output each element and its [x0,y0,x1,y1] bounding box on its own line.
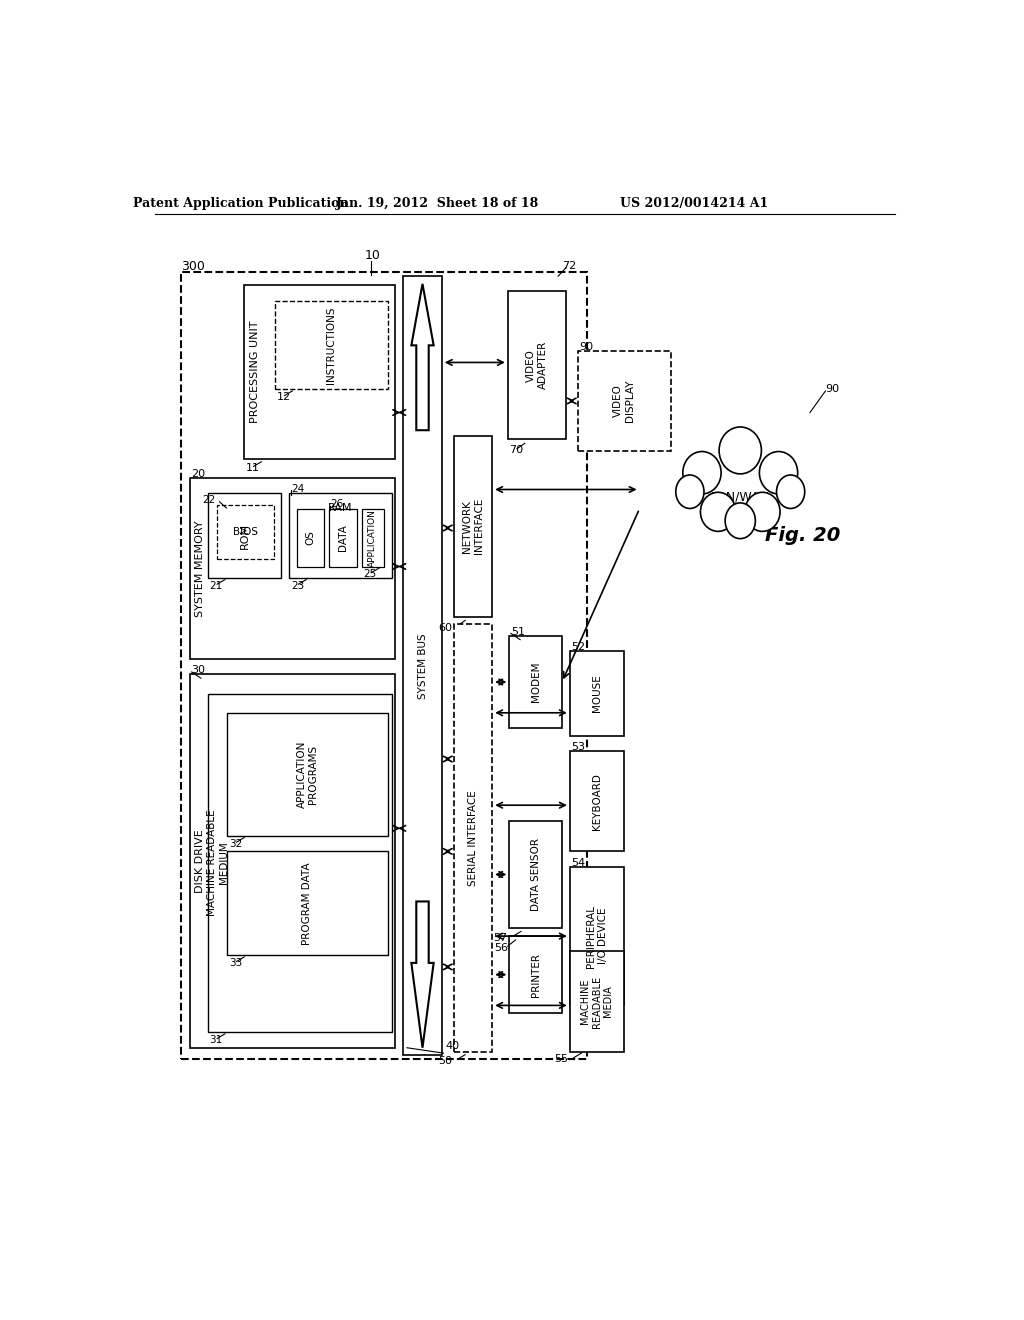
Text: PRINTER: PRINTER [530,953,541,997]
Text: 33: 33 [228,958,242,968]
Bar [245,285,395,459]
Bar [454,436,493,616]
Bar [208,494,282,578]
Text: 70: 70 [509,445,523,455]
Bar [403,276,442,1056]
Bar [569,751,624,851]
Text: 31: 31 [209,1035,222,1045]
Text: Jan. 19, 2012  Sheet 18 of 18: Jan. 19, 2012 Sheet 18 of 18 [336,197,540,210]
Text: SYSTEM MEMORY: SYSTEM MEMORY [196,520,205,616]
Text: OS: OS [305,531,315,545]
Text: 11: 11 [246,463,260,473]
Text: 22: 22 [203,495,216,506]
Bar [508,290,566,440]
Text: LAN/WAN: LAN/WAN [711,491,770,504]
Polygon shape [412,902,433,1048]
Text: 53: 53 [571,742,586,752]
Text: 72: 72 [562,261,577,271]
Ellipse shape [719,426,762,474]
Text: 32: 32 [228,838,242,849]
Text: BIOS: BIOS [232,527,258,537]
Text: APPLICATION
PROGRAMS: APPLICATION PROGRAMS [297,741,318,808]
Text: 90: 90 [579,342,593,352]
Text: MODEM: MODEM [530,661,541,702]
Text: MACHINE READABLE
MEDIUM: MACHINE READABLE MEDIUM [207,809,228,916]
Text: 10: 10 [365,249,380,261]
Ellipse shape [776,475,805,508]
Text: MOUSE: MOUSE [592,675,602,713]
Text: 23: 23 [291,581,304,591]
Ellipse shape [683,451,721,494]
Bar [227,713,388,836]
Text: 21: 21 [209,581,222,591]
Text: 50: 50 [438,1056,452,1065]
Bar [578,351,671,451]
Text: KEYBOARD: KEYBOARD [592,774,602,830]
Bar [180,272,587,1059]
Ellipse shape [744,492,780,532]
Text: RAM: RAM [328,503,352,512]
Bar [569,867,624,1006]
Polygon shape [412,284,433,430]
Text: ROM: ROM [240,523,250,549]
Text: 300: 300 [180,260,205,273]
Text: 54: 54 [571,858,586,869]
Bar [569,651,624,737]
Bar [329,508,357,566]
Bar [509,636,562,729]
Text: VIDEO
ADAPTER: VIDEO ADAPTER [526,341,548,389]
Text: 60: 60 [438,623,452,634]
Text: MACHINE
READABLE
MEDIA: MACHINE READABLE MEDIA [581,975,613,1027]
Text: INSTRUCTIONS: INSTRUCTIONS [327,306,337,384]
Text: SYSTEM BUS: SYSTEM BUS [418,634,427,698]
Bar [454,624,493,1052]
Ellipse shape [725,503,756,539]
Bar [217,506,273,558]
Bar [289,494,391,578]
Text: 26: 26 [331,499,343,510]
Text: Fig. 20: Fig. 20 [765,527,840,545]
Bar [190,675,395,1048]
Text: 51: 51 [511,627,525,638]
Text: NETWORK
INTERFACE: NETWORK INTERFACE [462,498,483,554]
Text: DATA SENSOR: DATA SENSOR [530,838,541,911]
Text: 25: 25 [364,569,377,579]
Text: 12: 12 [276,392,291,403]
Text: PERIPHERAL
I/O DEVICE: PERIPHERAL I/O DEVICE [586,904,607,968]
Bar [227,851,388,956]
Text: 55: 55 [554,1055,568,1064]
Text: 90: 90 [825,384,840,395]
Ellipse shape [760,451,798,494]
Bar [297,508,324,566]
Ellipse shape [676,475,703,508]
Text: VIDEO
DISPLAY: VIDEO DISPLAY [613,380,635,422]
Bar [275,301,388,389]
Text: 56: 56 [494,942,508,953]
Text: SERIAL INTERFACE: SERIAL INTERFACE [468,791,478,886]
Text: DISK DRIVE: DISK DRIVE [196,829,205,892]
Text: 30: 30 [191,665,206,676]
Text: DATA: DATA [338,524,348,550]
Text: PROCESSING UNIT: PROCESSING UNIT [250,321,260,424]
Text: Patent Application Publication: Patent Application Publication [133,197,348,210]
Text: 20: 20 [191,469,206,479]
Text: 52: 52 [571,643,586,652]
Text: 57: 57 [494,933,508,942]
Ellipse shape [700,492,735,532]
Bar [208,693,391,1032]
Bar [569,952,624,1052]
Bar [509,821,562,928]
Bar [362,508,384,566]
Bar [190,478,395,659]
Text: 24: 24 [291,483,304,494]
Bar [509,936,562,1014]
Text: PROGRAM DATA: PROGRAM DATA [302,862,312,945]
Text: 40: 40 [445,1041,459,1051]
Text: APPLICATION: APPLICATION [369,508,378,566]
Text: US 2012/0014214 A1: US 2012/0014214 A1 [620,197,768,210]
